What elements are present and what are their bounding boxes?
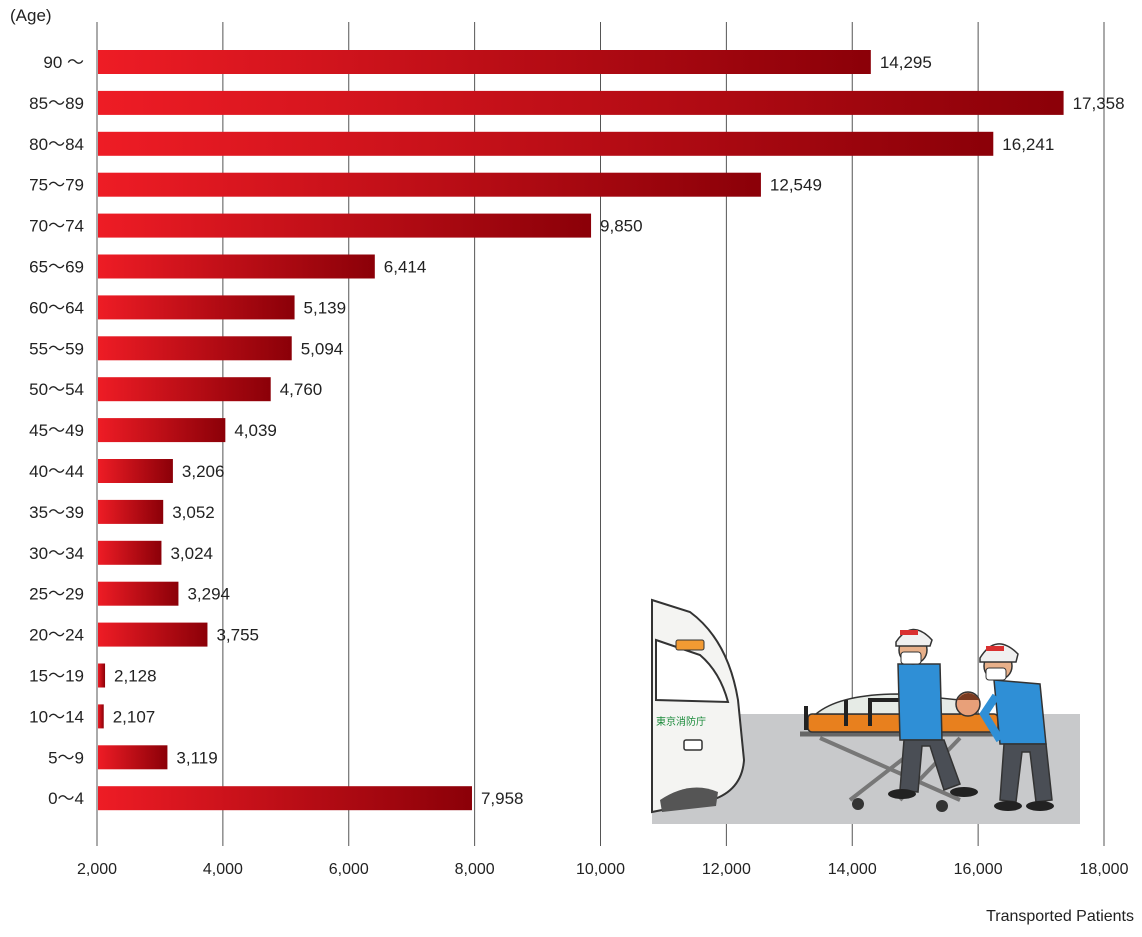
data-label: 16,241	[1002, 135, 1054, 154]
bar	[98, 540, 162, 565]
bar	[98, 622, 208, 647]
data-label: 5,094	[301, 339, 344, 358]
bar	[98, 418, 226, 443]
data-label: 2,128	[114, 667, 157, 686]
y-tick-label: 10～14	[29, 707, 84, 726]
x-tick-label: 2,000	[77, 861, 117, 878]
x-axis-title: Transported Patients	[986, 908, 1134, 925]
y-tick-label: 40～44	[29, 462, 84, 481]
bars	[98, 50, 1064, 811]
y-tick-label: 70～74	[29, 217, 84, 236]
y-tick-label: 50～54	[29, 380, 84, 399]
data-label: 6,414	[384, 258, 427, 277]
y-tick-label: 5～9	[48, 748, 84, 767]
x-tick-label: 18,000	[1080, 861, 1129, 878]
bar	[98, 336, 292, 361]
bar	[98, 377, 271, 402]
x-tick-label: 6,000	[329, 861, 369, 878]
y-tick-label: 80～84	[29, 135, 84, 154]
bar	[98, 459, 173, 483]
x-tick-label: 14,000	[828, 861, 877, 878]
y-tick-label: 45～49	[29, 421, 84, 440]
grid-lines	[96, 22, 1105, 846]
bar	[98, 254, 375, 279]
y-tick-label: 30～34	[29, 544, 84, 563]
bar	[98, 295, 295, 320]
bar	[98, 131, 994, 156]
y-tick-label: 75～79	[29, 176, 84, 195]
ambulance-stretcher-icon: 東京消防庁	[651, 598, 1080, 824]
y-tick-label: 55～59	[29, 339, 84, 358]
data-label: 3,755	[216, 626, 259, 645]
data-label: 4,760	[280, 380, 323, 399]
labels: 2,000 4,000 6,000 8,000 10,000 12,000 14,000 16…	[29, 53, 1128, 878]
bar	[98, 786, 472, 811]
y-tick-label: 60～64	[29, 298, 84, 317]
data-label: 2,107	[113, 707, 156, 726]
y-tick-label: 65～69	[29, 258, 84, 277]
bar	[98, 50, 871, 74]
bar	[98, 663, 106, 688]
bar	[98, 499, 164, 524]
y-tick-label: 15～19	[29, 667, 84, 686]
bar	[98, 90, 1064, 115]
y-axis-unit-label: (Age)	[10, 6, 52, 25]
data-label: 3,294	[187, 585, 230, 604]
y-tick-label: 90 ～	[43, 53, 84, 72]
y-tick-label: 85～89	[29, 94, 84, 113]
bar	[98, 172, 761, 197]
x-tick-label: 8,000	[455, 861, 495, 878]
y-tick-label: 20～24	[29, 626, 84, 645]
svg-text:東京消防庁: 東京消防庁	[656, 715, 706, 728]
x-tick-label: 12,000	[702, 861, 751, 878]
data-label: 4,039	[234, 421, 277, 440]
data-label: 7,958	[481, 789, 524, 808]
bar	[98, 745, 168, 770]
bar	[98, 704, 104, 729]
x-tick-label: 4,000	[203, 861, 243, 878]
data-label: 5,139	[304, 298, 347, 317]
data-label: 9,850	[600, 217, 643, 236]
y-tick-label: 25～29	[29, 585, 84, 604]
y-tick-label: 0～4	[48, 789, 84, 808]
x-tick-label: 16,000	[954, 861, 1003, 878]
data-label: 14,295	[880, 53, 932, 72]
x-tick-label: 10,000	[576, 861, 625, 878]
y-tick-label: 35～39	[29, 503, 84, 522]
data-label: 3,024	[170, 544, 213, 563]
data-label: 3,052	[172, 503, 215, 522]
bar	[98, 581, 179, 606]
data-label: 3,206	[182, 462, 225, 481]
data-label: 3,119	[176, 748, 217, 767]
data-label: 12,549	[770, 176, 822, 195]
bar	[98, 213, 592, 238]
data-label: 17,358	[1073, 94, 1125, 113]
